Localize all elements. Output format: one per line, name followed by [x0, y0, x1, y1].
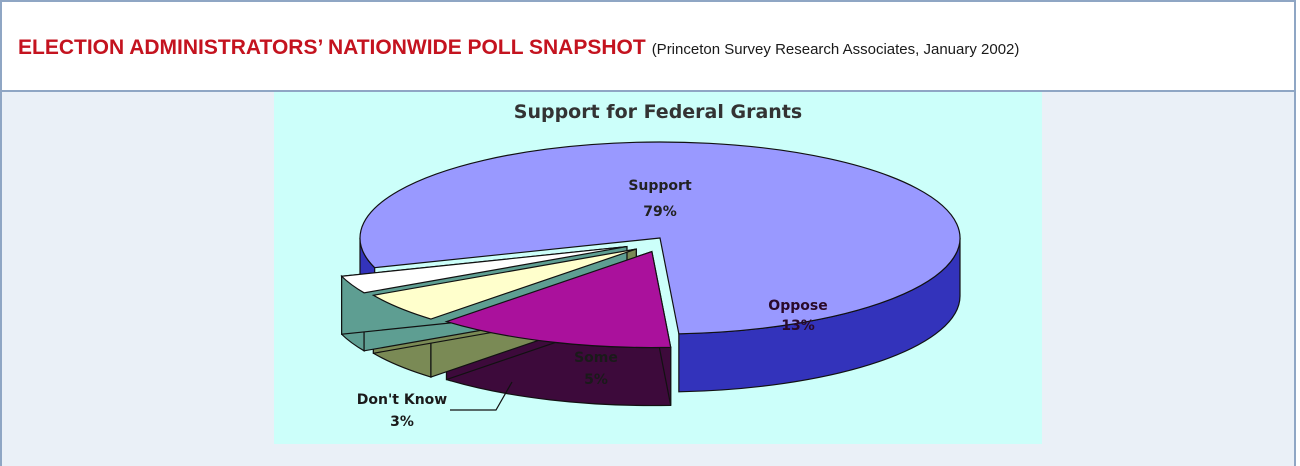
- pie-tops: [340, 141, 961, 349]
- pie-labels: Support 79% Oppose 13% Some 5% Don't Know 3%: [357, 178, 828, 430]
- pie-slice-support: [359, 141, 961, 335]
- header: ELECTION ADMINISTRATORS’ NATIONWIDE POLL…: [2, 2, 1294, 92]
- dont-know-leader-line: [450, 381, 513, 411]
- pie-chart: Support for Federal Grants Support 79% Opp…: [340, 101, 961, 430]
- title-source: (Princeton Survey Research Associates, J…: [651, 41, 1020, 58]
- slice-value-support: 79%: [643, 204, 677, 220]
- slice-label-oppose: Oppose: [768, 298, 827, 314]
- page-title: ELECTION ADMINISTRATORS’ NATIONWIDE POLL…: [18, 36, 1019, 60]
- chart-panel: Support for Federal Grants Support 79% Opp…: [274, 92, 1042, 444]
- pie-slice-don-t-know: [340, 245, 628, 294]
- slice-value-oppose: 13%: [781, 318, 815, 334]
- slice-value-some: 5%: [584, 372, 608, 388]
- pie-slice-some: [371, 248, 637, 320]
- pie-slice-oppose: [444, 250, 672, 349]
- title-main: ELECTION ADMINISTRATORS’ NATIONWIDE POLL…: [18, 36, 646, 59]
- slice-label-support: Support: [628, 178, 692, 194]
- slice-label-some: Some: [574, 350, 618, 366]
- chart-title: Support for Federal Grants: [514, 101, 802, 123]
- slice-value-don-t-know: 3%: [390, 414, 414, 430]
- slice-label-don-t-know: Don't Know: [357, 392, 447, 408]
